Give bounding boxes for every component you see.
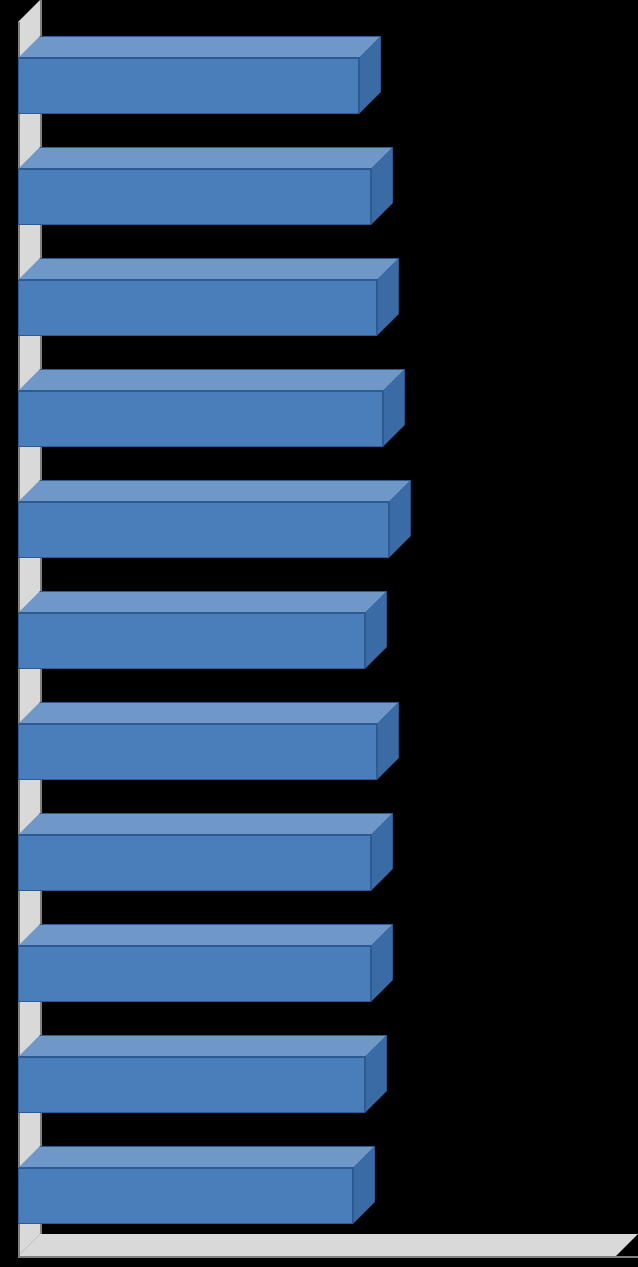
bar-front-face [18, 58, 359, 114]
bar-top-face [18, 36, 381, 58]
bar [0, 0, 638, 1267]
bar-chart-3d [0, 0, 638, 1267]
